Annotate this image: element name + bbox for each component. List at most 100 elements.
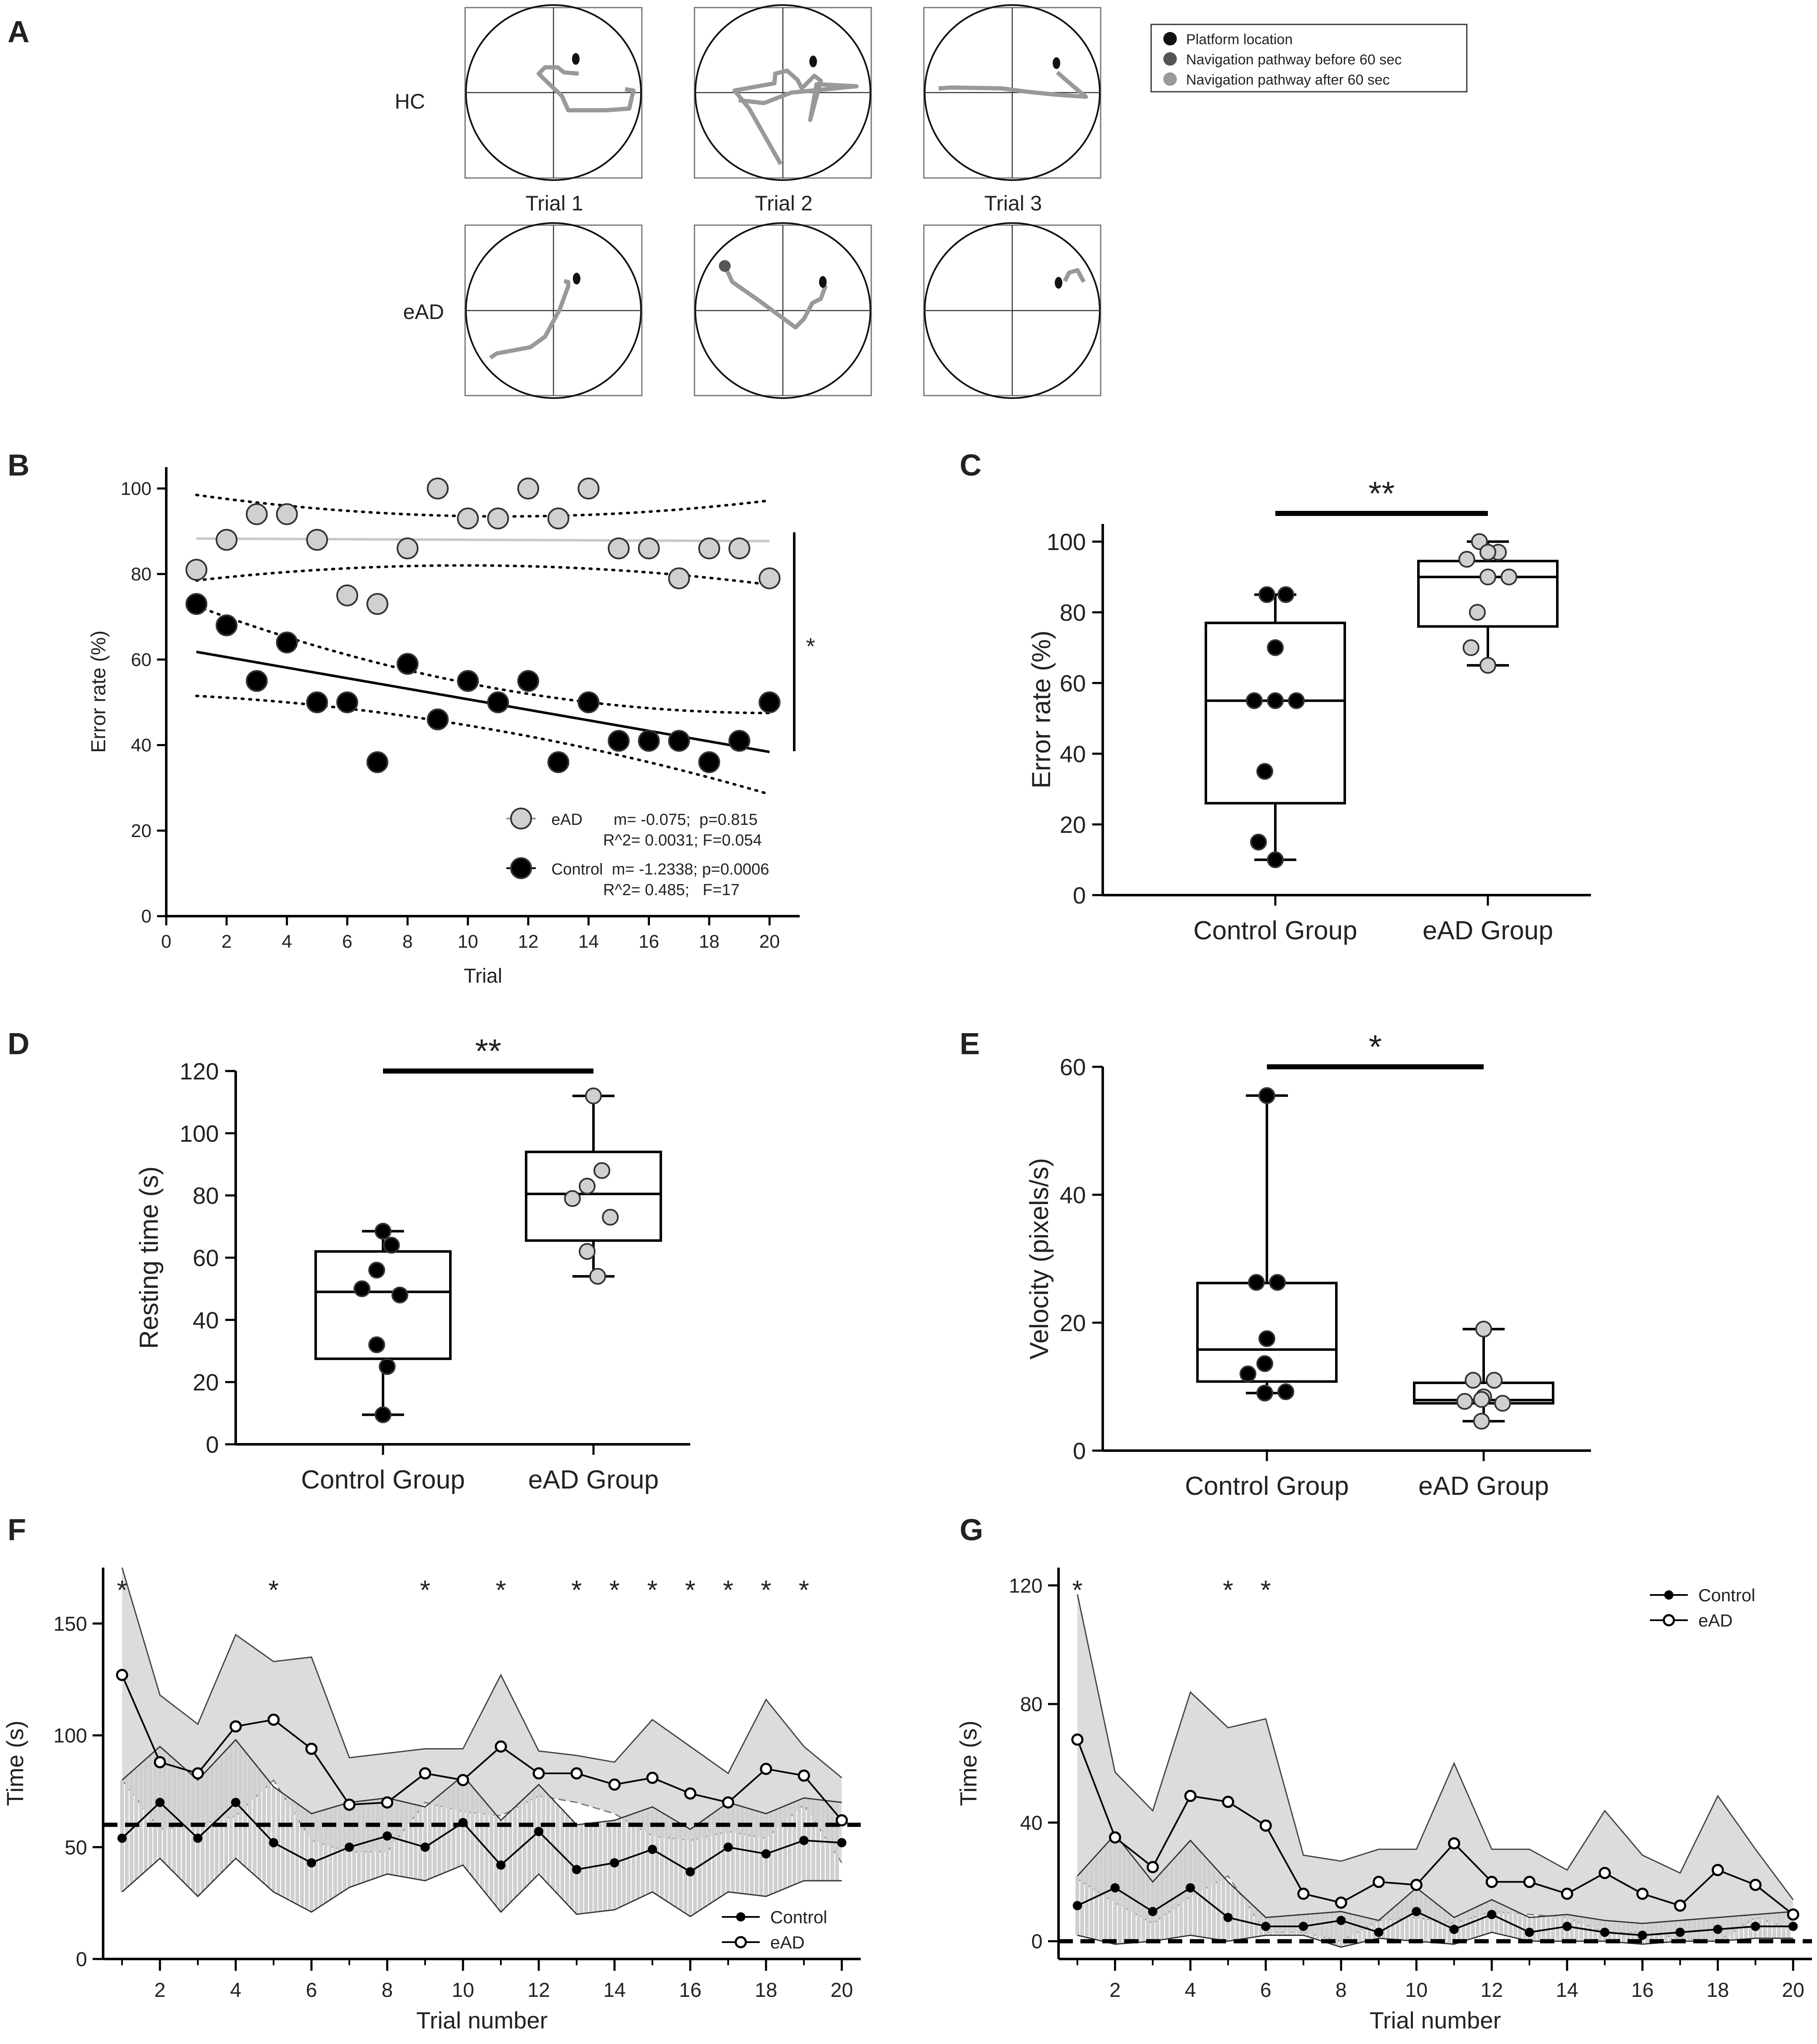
x-tick-label-b: 10 <box>458 931 478 952</box>
legend-stats-line1-control: Control m= -1.2338; p=0.0006 <box>551 861 769 878</box>
point-ead <box>517 477 539 500</box>
legend-label-ead-g: eAD <box>1698 1611 1733 1630</box>
data-point-d <box>383 1236 400 1254</box>
point-control-g <box>1750 1922 1760 1931</box>
x-tick-label-b: 6 <box>342 931 352 952</box>
point-ead-f <box>835 1814 848 1827</box>
point-ead-g <box>1147 1861 1159 1874</box>
point-control-g <box>1600 1927 1609 1937</box>
point-ead-g <box>1297 1887 1310 1900</box>
point-ead-g <box>1222 1796 1234 1808</box>
panel-g-line-plot: 2 4 6 8 10 12 14 16 18 20 0 40 80 120 Trial number Time… <box>955 1568 1812 2033</box>
y-tick-label-b: 20 <box>131 821 152 841</box>
y-tick-label-b: 40 <box>131 735 152 756</box>
point-ead <box>246 503 268 525</box>
point-ead <box>487 507 509 529</box>
series-line-ead-f <box>121 1675 843 1821</box>
point-ead-g <box>1749 1879 1762 1891</box>
point-ead <box>427 477 449 500</box>
x-tick-label-f: 14 <box>603 1979 625 2001</box>
x-axis-title-f: Trial number <box>416 2007 548 2033</box>
point-ead-g <box>1674 1899 1687 1912</box>
x-tick-label-b: 4 <box>282 931 292 952</box>
legend-after-label: Navigation pathway after 60 sec <box>1186 72 1390 88</box>
significance-mark-f: * <box>647 1575 658 1605</box>
trial-label-2: Trial 2 <box>755 191 812 215</box>
point-control <box>306 691 328 713</box>
data-point-d <box>354 1280 370 1297</box>
legend-marker-ead <box>510 808 532 829</box>
point-ead-g <box>1485 1876 1498 1888</box>
panel-c-box-plot: 0 20 40 60 80 100 Error rate (%) Control Group e… <box>1027 475 1591 945</box>
data-point-e <box>1473 1391 1490 1408</box>
data-point-c <box>1479 544 1496 561</box>
y-tick-label-d: 60 <box>193 1245 219 1271</box>
x-tick-label-g: 10 <box>1405 1979 1428 2001</box>
significance-mark-c: ** <box>1368 475 1394 512</box>
point-control-f <box>193 1834 202 1843</box>
y-tick-label-b: 60 <box>131 649 152 670</box>
point-ead <box>668 567 690 590</box>
legend-label-control-g: Control <box>1698 1585 1755 1605</box>
point-control-f <box>269 1838 278 1847</box>
point-control <box>336 691 358 713</box>
data-point-e <box>1256 1385 1273 1402</box>
point-control <box>246 670 268 692</box>
point-control-f <box>458 1818 468 1827</box>
y-tick-label-g: 80 <box>1020 1693 1043 1716</box>
point-control <box>547 751 569 773</box>
data-point-c <box>1246 692 1263 709</box>
x-axis-title-g: Trial number <box>1370 2007 1501 2033</box>
point-control-f <box>837 1838 846 1847</box>
maze-hc-trial-1 <box>464 4 643 181</box>
data-point-e <box>1456 1393 1473 1410</box>
data-point-e <box>1256 1355 1273 1372</box>
point-control-f <box>155 1798 165 1807</box>
category-label-e: Control Group <box>1185 1472 1349 1501</box>
point-ead-f <box>684 1787 697 1800</box>
point-control-f <box>799 1836 809 1845</box>
point-control-g <box>1223 1913 1233 1922</box>
y-axis-title-d: Resting time (s) <box>135 1166 164 1349</box>
significance-mark-b: * <box>806 633 815 659</box>
x-tick-label-f: 18 <box>755 1979 777 2001</box>
x-tick-label-f: 2 <box>154 1979 166 2001</box>
y-tick-label-d: 80 <box>193 1183 219 1209</box>
x-tick-label-g: 8 <box>1335 1979 1347 2001</box>
y-tick-label-g: 0 <box>1031 1931 1043 1953</box>
x-tick-label-g: 12 <box>1481 1979 1503 2001</box>
series-line-control-f <box>121 1801 842 1873</box>
point-control-g <box>1261 1922 1271 1931</box>
point-control-g <box>1186 1883 1195 1892</box>
data-point-e <box>1269 1274 1286 1291</box>
point-control <box>698 751 720 773</box>
band-upper-control-g <box>1077 1833 1793 1924</box>
point-control-f <box>420 1842 430 1852</box>
y-tick-label-b: 80 <box>131 564 152 585</box>
panel-letter-b: B <box>8 449 29 482</box>
x-tick-label-b: 16 <box>638 931 659 952</box>
point-ead-f <box>305 1742 318 1755</box>
y-tick-label-d: 100 <box>180 1120 219 1147</box>
data-point-e <box>1494 1395 1511 1412</box>
data-point-d <box>602 1209 619 1226</box>
x-axis-title-b: Trial <box>464 965 503 987</box>
maze-ead-trial-3 <box>923 222 1101 399</box>
point-control-g <box>1487 1910 1497 1919</box>
significance-mark-f: * <box>269 1575 279 1605</box>
point-ead <box>185 558 208 581</box>
legend-marker-ead-f <box>734 1936 747 1948</box>
significance-mark-g: * <box>1261 1575 1271 1605</box>
legend-stats-line1-ead: eAD m= -0.075; p=0.815 <box>551 811 758 829</box>
point-control-g <box>1374 1927 1383 1937</box>
y-tick-label-d: 0 <box>206 1431 219 1458</box>
point-control-g <box>1072 1901 1082 1911</box>
point-control-f <box>648 1845 657 1854</box>
point-ead-f <box>192 1767 204 1780</box>
data-point-c <box>1267 851 1284 868</box>
fit-line-ead <box>196 537 770 542</box>
x-tick-label-b: 14 <box>578 931 599 952</box>
point-ead-f <box>608 1778 621 1791</box>
trajectory-ead-2 <box>723 265 828 330</box>
data-point-e <box>1248 1274 1265 1291</box>
